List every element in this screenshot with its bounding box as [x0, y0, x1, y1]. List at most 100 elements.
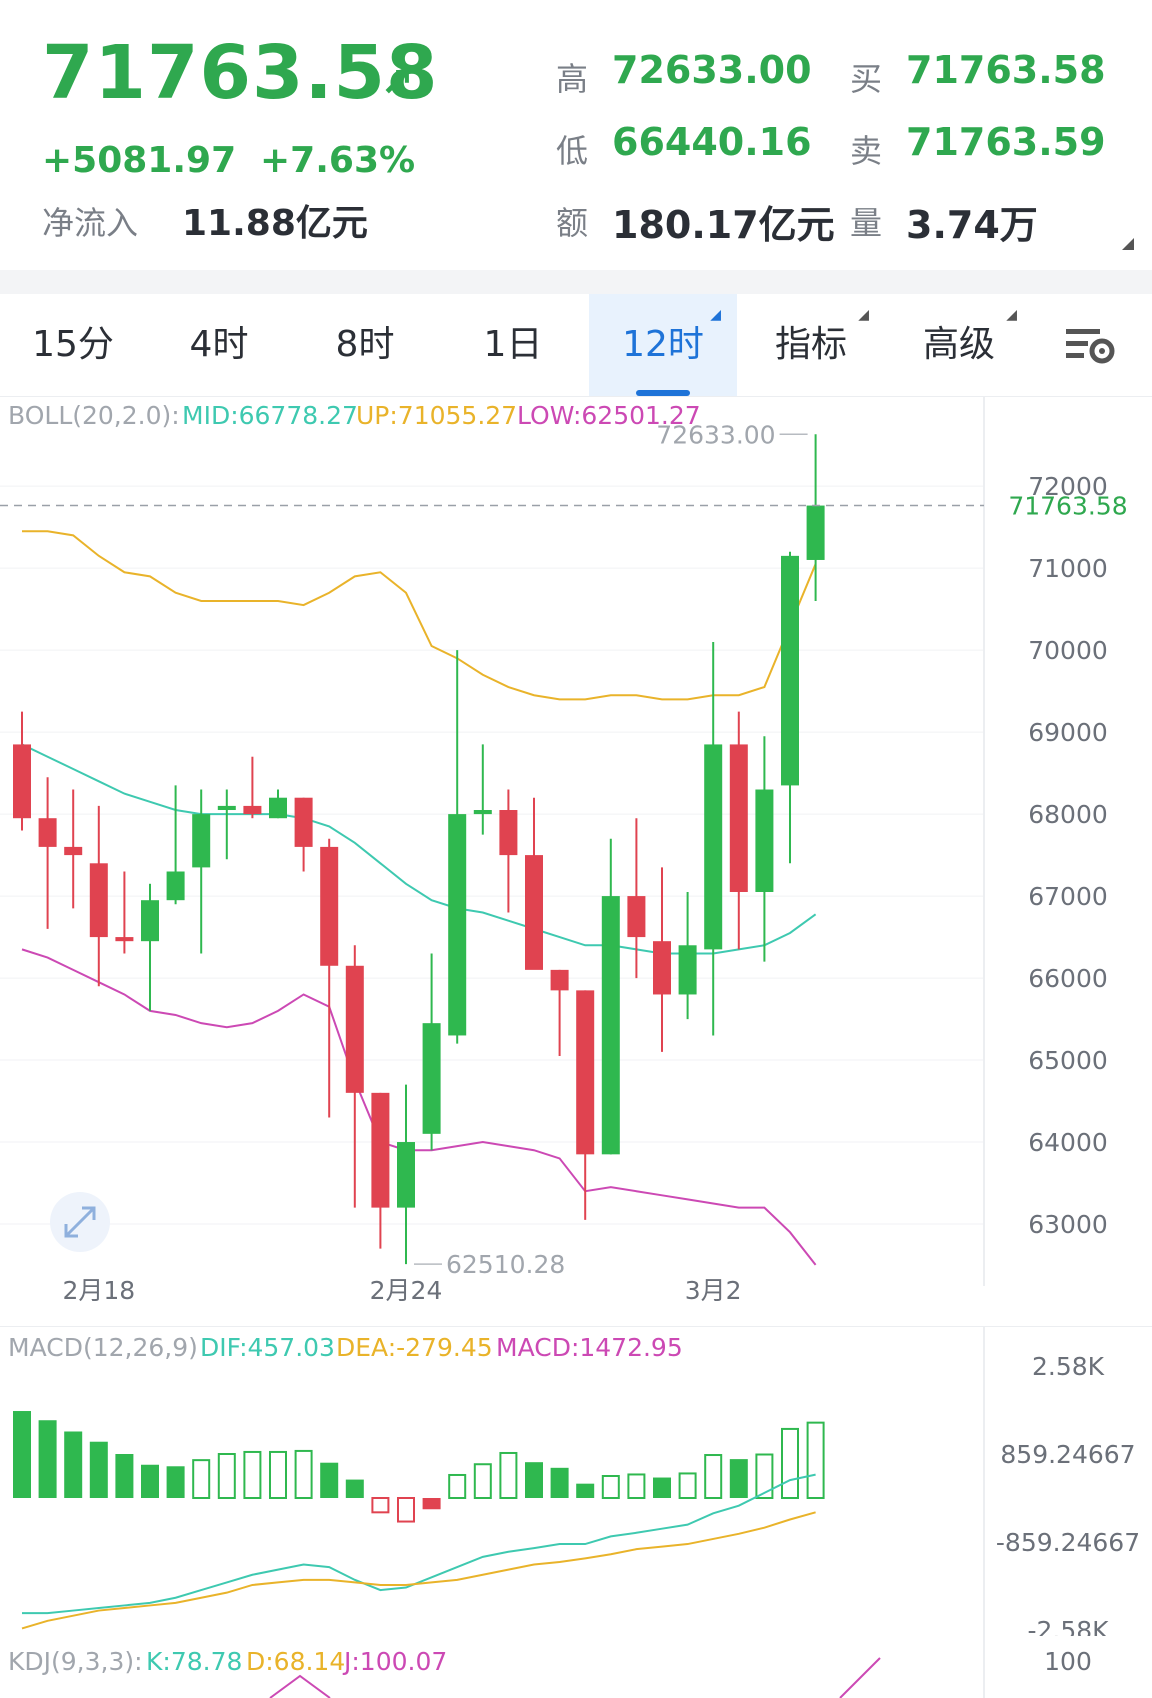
macd-bar	[13, 1411, 31, 1498]
volume-value: 3.74万	[906, 203, 1038, 247]
tab-label: 高级	[922, 324, 995, 365]
macd-bar	[601, 1475, 620, 1499]
candlestick-chart[interactable]: 72000 71000 70000 69000 68000 67000 66000 65000…	[0, 396, 1152, 1308]
netflow-label: 净流入	[42, 204, 139, 242]
macd-chart[interactable]: 2.58K 859.24667 -859.24667 -2.58K MACD(12,2…	[0, 1326, 1152, 1636]
x-axis-label: 3月2	[685, 1276, 742, 1305]
x-axis-labels: 2月18 2月24 3月2	[62, 1276, 741, 1305]
candle-body	[320, 846, 339, 966]
candle-body	[64, 846, 83, 856]
boll-lower-line	[21, 948, 817, 1266]
tab-4h[interactable]: 4时	[146, 294, 292, 396]
candle-body	[217, 805, 236, 811]
macd-legend-dif: DIF:457.03	[200, 1333, 335, 1362]
chart-settings-button[interactable]	[1040, 294, 1140, 396]
y-axis-ticks: 72000 71000 70000 69000 68000 67000 66000 65000…	[1028, 472, 1108, 1239]
boll-legend-mid: MID:66778.27	[182, 401, 358, 430]
tab-indicators[interactable]: 指标 ◢	[737, 294, 885, 396]
y-tick-label: 64000	[1028, 1128, 1108, 1157]
macd-legend-name: MACD(12,26,9)	[8, 1333, 198, 1362]
kdj-chart[interactable]: KDJ(9,3,3): K:78.78 D:68.14 J:100.07 100	[0, 1636, 1152, 1698]
price-change-pct: +7.63%	[260, 140, 416, 181]
candle-body	[473, 810, 492, 815]
tab-1d[interactable]: 1日	[438, 294, 588, 396]
macd-bar	[192, 1459, 211, 1500]
buy-label: 买	[850, 60, 883, 98]
tab-12h[interactable]: 12时 ◢	[589, 294, 737, 396]
candle-body	[345, 965, 364, 1093]
macd-bar	[38, 1420, 57, 1498]
macd-dea-line	[21, 1511, 816, 1630]
tab-label: 4时	[189, 324, 249, 365]
macd-lines	[21, 1473, 816, 1630]
y-tick-label: 71000	[1028, 554, 1108, 583]
last-price-axis-label: 71763.58	[1008, 492, 1127, 521]
tab-15m[interactable]: 15分	[0, 294, 146, 396]
x-axis-label: 2月24	[370, 1276, 443, 1305]
tab-label: 12时	[622, 324, 704, 365]
tab-advanced[interactable]: 高级 ◢	[885, 294, 1033, 396]
active-tab-indicator	[636, 390, 690, 396]
fullscreen-button[interactable]	[50, 1192, 110, 1252]
kdj-legend-d: D:68.14	[246, 1647, 345, 1676]
macd-bar	[755, 1453, 774, 1499]
sell-label: 卖	[850, 132, 883, 170]
volume-label: 量	[850, 204, 883, 242]
macd-bar	[166, 1466, 185, 1498]
tab-8h[interactable]: 8时	[292, 294, 438, 396]
low-value: 66440.16	[612, 120, 812, 164]
dropdown-triangle-icon: ◢	[1006, 307, 1017, 323]
tab-label: 指标	[774, 324, 847, 365]
candle-body	[653, 941, 671, 995]
x-axis-label: 2月18	[62, 1276, 135, 1305]
candle-body	[525, 855, 543, 970]
candle-body	[166, 871, 185, 901]
high-label: 高	[556, 60, 589, 98]
header-divider	[0, 270, 1152, 294]
period-tabs: 15分 4时 8时 1日 12时 ◢ 指标 ◢ 高级 ◢	[0, 294, 1152, 397]
macd-bar	[371, 1497, 390, 1514]
quote-header: 71763.58 ↗ +5081.97 +7.63% 净流入 11.88亿元 高…	[0, 0, 1152, 270]
amount-value: 180.17亿元	[612, 203, 835, 247]
candle-body	[550, 969, 569, 991]
expand-corner-icon[interactable]	[1122, 238, 1134, 250]
tab-label: 8时	[335, 324, 395, 365]
candle-body	[115, 937, 134, 942]
candle-body	[601, 896, 620, 1155]
macd-bar	[499, 1451, 518, 1499]
low-marker-label: 62510.28	[446, 1250, 565, 1279]
boll-legend-name: BOLL(20,2.0):	[8, 401, 180, 430]
macd-histogram	[13, 1411, 825, 1523]
tab-label: 15分	[32, 324, 114, 365]
macd-bar	[653, 1477, 671, 1498]
candle-body	[38, 818, 57, 847]
macd-bar	[345, 1479, 364, 1498]
kdj-legend-k: K:78.78	[146, 1647, 242, 1676]
candle-body	[704, 744, 723, 950]
candle-body	[806, 505, 825, 560]
macd-bar	[64, 1431, 83, 1498]
boll-upper-line	[22, 530, 817, 701]
candle-body	[448, 814, 467, 1036]
chart-markers: 71763.58 72633.00 62510.28	[0, 420, 1128, 1279]
macd-legend-macd: MACD:1472.95	[496, 1333, 683, 1362]
macd-bar	[678, 1472, 697, 1500]
candle-body	[627, 896, 646, 938]
y-tick-label: 66000	[1028, 964, 1108, 993]
candle-body	[499, 810, 518, 856]
kdj-y-tick: 100	[1044, 1647, 1092, 1676]
macd-bar	[269, 1450, 287, 1500]
candle-body	[269, 797, 287, 819]
macd-bar	[704, 1454, 723, 1499]
y-tick-label: 70000	[1028, 636, 1108, 665]
macd-bar	[294, 1449, 313, 1499]
macd-bar	[781, 1427, 799, 1499]
netflow-value: 11.88亿元	[182, 203, 368, 244]
last-price: 71763.58	[42, 30, 439, 116]
boll-lines	[21, 530, 817, 1266]
macd-y-tick-label: -2.58K	[1027, 1616, 1109, 1636]
tab-label: 1日	[483, 324, 543, 365]
macd-legend-dea: DEA:-279.45	[336, 1333, 493, 1362]
boll-legend-low: LOW:62501.27	[517, 401, 701, 430]
price-change: +5081.97	[42, 140, 237, 181]
